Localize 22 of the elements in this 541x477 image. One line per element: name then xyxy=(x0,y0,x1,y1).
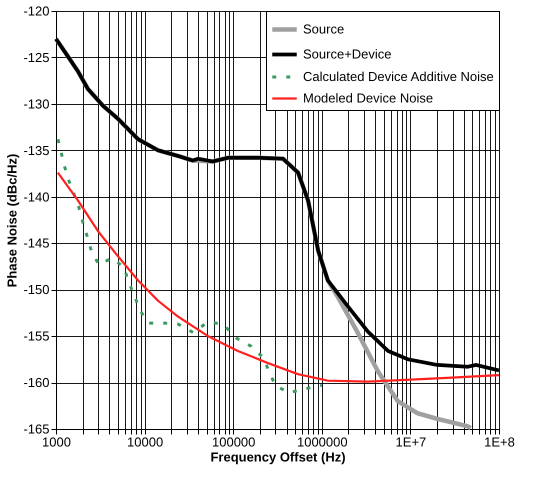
x-tick-label: 1E+7 xyxy=(396,434,426,450)
x-tick-label: 1000000 xyxy=(296,434,348,450)
y-axis-title: Phase Noise (dBc/Hz) xyxy=(4,154,20,288)
y-tick-label: -135 xyxy=(23,142,50,158)
x-tick-label: 1000 xyxy=(42,434,71,450)
y-tick-label: -155 xyxy=(23,328,50,344)
x-tick-label: 100000 xyxy=(212,434,256,450)
y-tick-label: -120 xyxy=(23,4,50,18)
x-tick-label: 10000 xyxy=(127,434,164,450)
legend-label: Calculated Device Additive Noise xyxy=(303,69,494,84)
y-tick-label: -145 xyxy=(23,236,50,251)
y-tick-label: -140 xyxy=(23,189,50,204)
y-tick-label: -150 xyxy=(23,282,50,298)
x-axis-title: Frequency Offset (Hz) xyxy=(210,450,346,464)
y-tick-label: -125 xyxy=(23,50,50,65)
y-tick-label: -130 xyxy=(23,96,50,112)
y-tick-label: -165 xyxy=(23,422,50,436)
x-tick-label: 1E+8 xyxy=(484,434,515,450)
legend-label: Source+Device xyxy=(303,46,392,62)
legend-label: Source xyxy=(303,22,344,36)
legend-label: Modeled Device Noise xyxy=(303,90,434,106)
y-tick-label: -160 xyxy=(23,375,50,390)
